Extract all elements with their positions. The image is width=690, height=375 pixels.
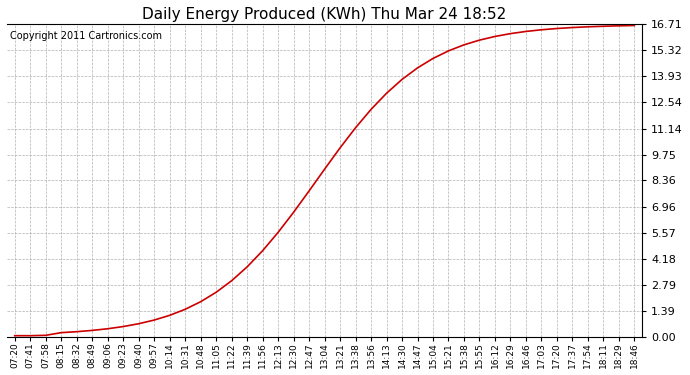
Text: Copyright 2011 Cartronics.com: Copyright 2011 Cartronics.com (10, 31, 162, 41)
Title: Daily Energy Produced (KWh) Thu Mar 24 18:52: Daily Energy Produced (KWh) Thu Mar 24 1… (142, 7, 506, 22)
